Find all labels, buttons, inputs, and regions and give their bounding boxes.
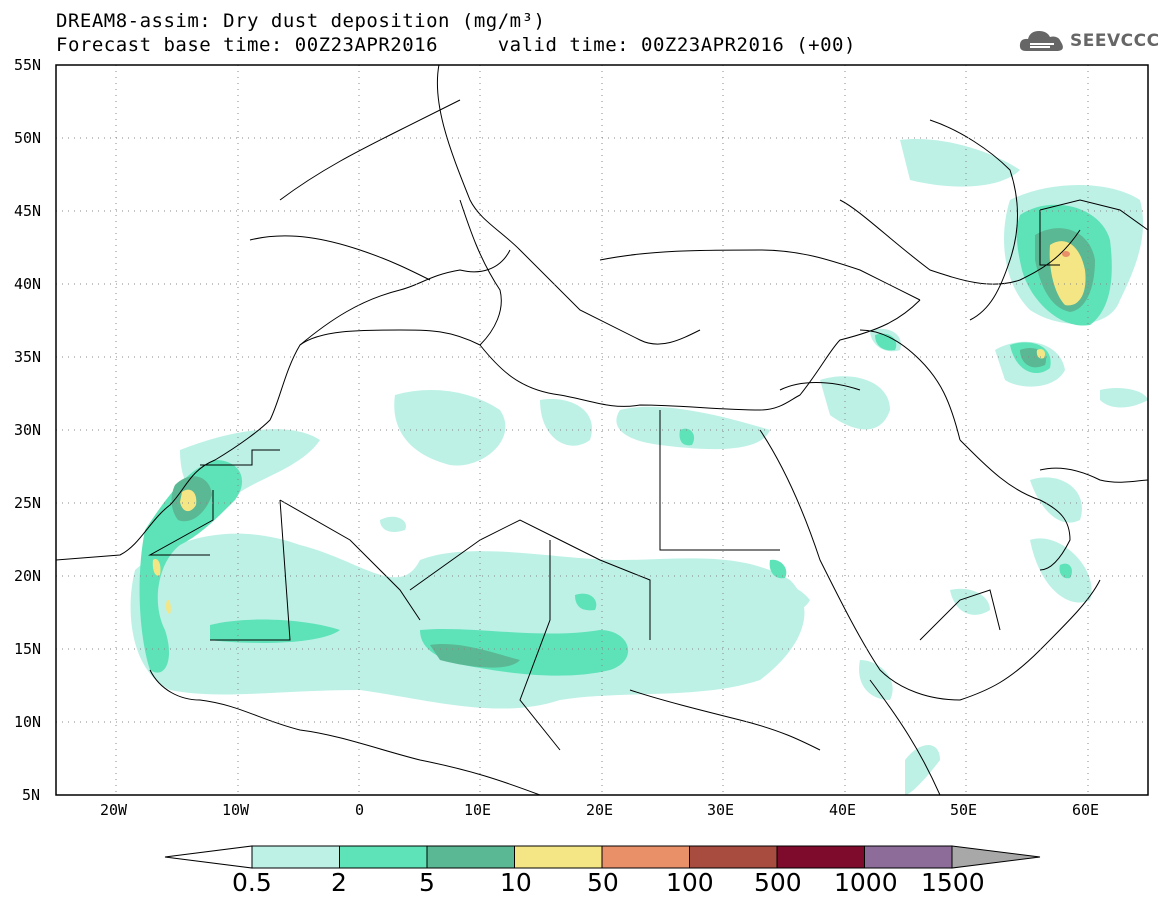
seevccc-logo: SEEVCCC (1018, 26, 1160, 56)
logo-text: SEEVCCC (1070, 31, 1160, 51)
colorbar (164, 845, 1041, 869)
colorbar-label: 100 (666, 868, 714, 897)
lon-label: 10W (222, 801, 250, 819)
lon-label: 50E (950, 801, 978, 819)
forecast-time-line: Forecast base time: 00Z23APR2016 valid t… (56, 34, 856, 56)
colorbar-swatch-2 (339, 845, 428, 869)
lat-label: 30N (14, 421, 42, 439)
dust-contour-0.5 (130, 139, 1148, 795)
lon-label: 40E (829, 801, 857, 819)
lat-label: 25N (14, 494, 42, 512)
dust-contour-50 (1062, 251, 1070, 257)
lat-label: 15N (14, 640, 42, 658)
lat-label: 5N (22, 786, 41, 804)
colorbar-label: 2 (331, 868, 347, 897)
lat-label: 50N (14, 129, 42, 147)
map-frame (55, 64, 1149, 796)
colorbar-swatch-3 (426, 845, 515, 869)
lon-label: 20W (100, 801, 128, 819)
lat-label: 40N (14, 275, 42, 293)
colorbar-label: 0.5 (232, 868, 272, 897)
colorbar-over-arrow (951, 845, 1041, 869)
lat-label: 45N (14, 202, 42, 220)
lon-label: 20E (586, 801, 614, 819)
colorbar-label: 1000 (834, 868, 898, 897)
colorbar-label: 5 (419, 868, 435, 897)
colorbar-label: 10 (500, 868, 532, 897)
lon-label: 30E (707, 801, 735, 819)
coastlines-borders (56, 65, 1148, 795)
dust-contour-10 (152, 241, 1086, 614)
cloud-icon (1019, 31, 1063, 51)
colorbar-label: 1500 (921, 868, 985, 897)
colorbar-label: 50 (587, 868, 619, 897)
map-title: DREAM8-assim: Dry dust deposition (mg/m³… (56, 10, 546, 32)
lat-label: 20N (14, 567, 42, 585)
colorbar-swatch-8 (864, 845, 953, 869)
colorbar-swatch-1 (251, 845, 340, 869)
lon-label: 10E (464, 801, 492, 819)
lat-lon-grid (56, 65, 1148, 795)
lat-label: 35N (14, 348, 42, 366)
colorbar-swatch-5 (601, 845, 690, 869)
colorbar-swatch-7 (776, 845, 865, 869)
lat-label: 55N (14, 56, 42, 74)
lon-label: 0 (355, 801, 365, 819)
colorbar-under-arrow (164, 845, 253, 869)
lon-label: 60E (1072, 801, 1100, 819)
lat-label: 10N (14, 713, 42, 731)
colorbar-swatch-4 (514, 845, 603, 869)
colorbar-swatch-6 (689, 845, 778, 869)
colorbar-label: 500 (754, 868, 802, 897)
